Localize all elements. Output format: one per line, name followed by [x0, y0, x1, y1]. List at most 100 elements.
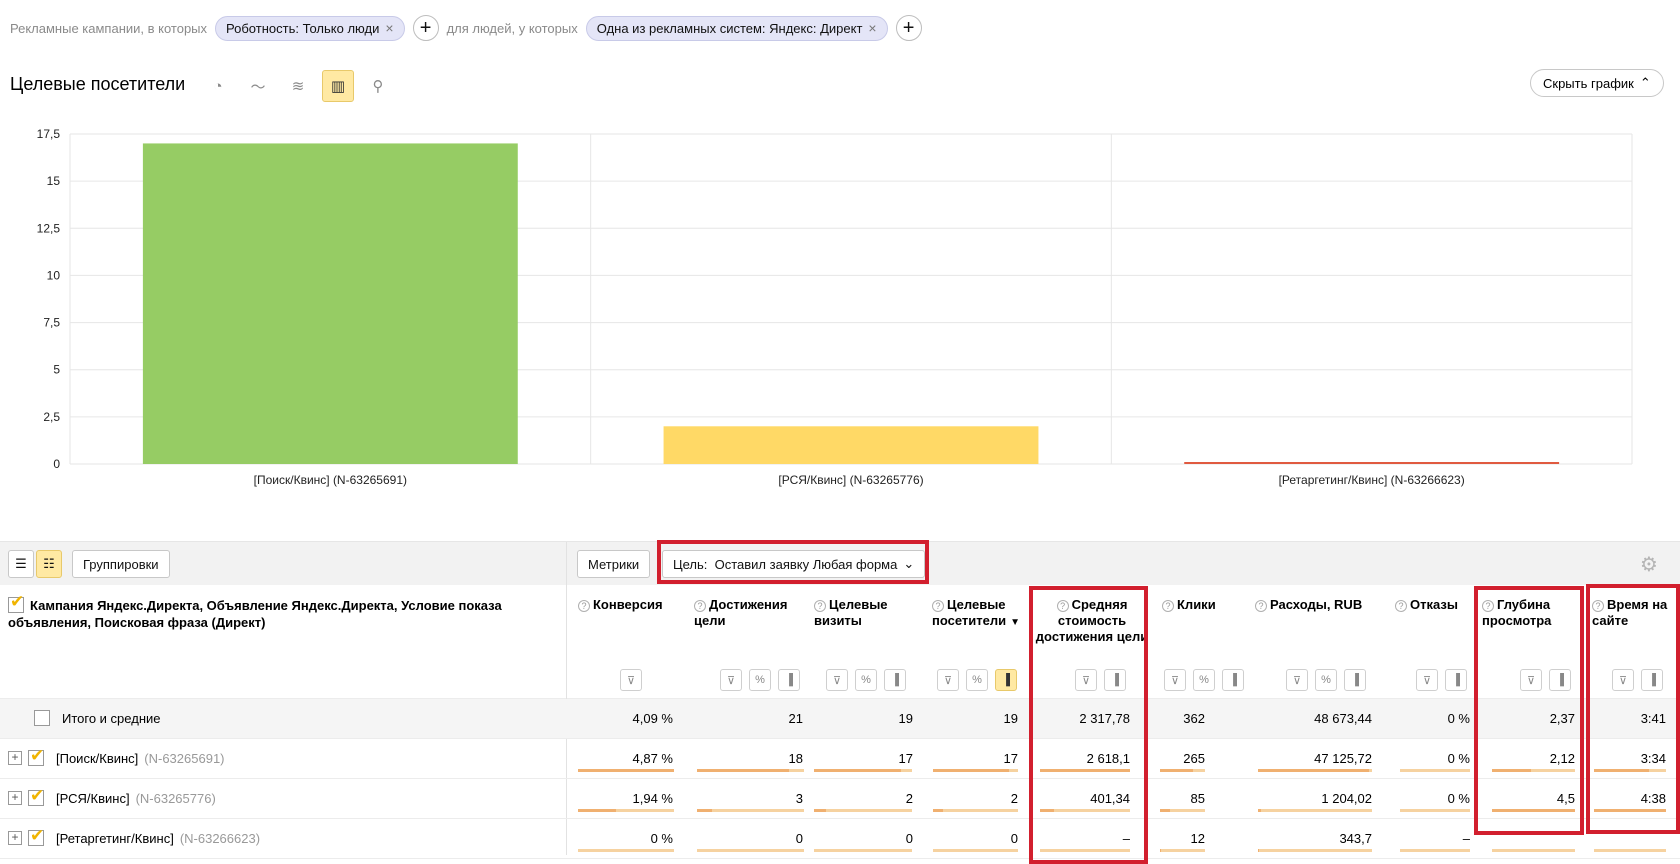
- close-icon[interactable]: ×: [385, 20, 394, 36]
- column-header-label: Целевые визиты: [814, 597, 888, 628]
- filter-chip-robotness[interactable]: Роботность: Только люди ×: [215, 15, 405, 41]
- column-header[interactable]: ? Отказы: [1395, 597, 1505, 613]
- filter-icon[interactable]: ⊽: [1416, 669, 1438, 691]
- column-header[interactable]: ? Расходы, RUB: [1255, 597, 1365, 613]
- help-icon[interactable]: ?: [814, 600, 826, 612]
- help-icon[interactable]: ?: [1255, 600, 1267, 612]
- y-tick-label: 5: [53, 363, 60, 377]
- column-header[interactable]: ? Целевые посетители ▼: [932, 597, 1042, 631]
- sort-desc-icon[interactable]: ▼: [1010, 617, 1021, 628]
- help-icon[interactable]: ?: [694, 600, 706, 612]
- chart-icon[interactable]: ▐: [1222, 669, 1244, 691]
- filter-icon[interactable]: ⊽: [1075, 669, 1097, 691]
- help-icon[interactable]: ?: [1395, 600, 1407, 612]
- bar-chart-icon[interactable]: ▥: [322, 70, 354, 102]
- close-icon[interactable]: ×: [868, 20, 877, 36]
- chart-icon[interactable]: ▐: [995, 669, 1017, 691]
- percent-icon[interactable]: %: [855, 669, 877, 691]
- help-icon[interactable]: ?: [932, 600, 944, 612]
- row-name[interactable]: [Поиск/Квинс]: [56, 750, 139, 766]
- totals-row[interactable]: Итого и средние 4,09 % 21 19 19 2 317,78 362 48…: [0, 699, 1680, 739]
- chart-icon[interactable]: ▐: [884, 669, 906, 691]
- map-icon[interactable]: ⚲: [372, 78, 384, 95]
- column-header-label: Глубина просмотра: [1482, 597, 1552, 628]
- column-header[interactable]: ? Целевые визиты: [814, 597, 924, 629]
- dimension-header: Кампания Яндекс.Директа, Объявление Янде…: [8, 593, 568, 631]
- value-bar-fill: [1258, 849, 1259, 852]
- help-icon[interactable]: ?: [1056, 600, 1069, 612]
- filter-icon[interactable]: ⊽: [1286, 669, 1308, 691]
- cell-value: –: [1122, 831, 1130, 846]
- cell-value: 362: [1183, 711, 1205, 726]
- value-bar-fill: [578, 809, 616, 812]
- cell-value: 3:34: [1640, 751, 1666, 766]
- chart-icon[interactable]: ▐: [778, 669, 800, 691]
- value-bar: [578, 809, 674, 812]
- filter-icon[interactable]: ⊽: [826, 669, 848, 691]
- add-filter-button[interactable]: +: [412, 15, 439, 41]
- chart-icon[interactable]: ▐: [1344, 669, 1366, 691]
- list-view-button[interactable]: ☰: [8, 550, 34, 578]
- tree-view-button[interactable]: ☷: [36, 550, 62, 578]
- line-chart-icon[interactable]: 〜: [250, 78, 266, 96]
- value-bar: [578, 769, 674, 772]
- percent-icon[interactable]: %: [749, 669, 771, 691]
- add-people-filter-button[interactable]: +: [895, 15, 922, 41]
- column-header[interactable]: ? Время на сайте: [1592, 597, 1676, 629]
- cell-value: 4,87 %: [632, 751, 673, 766]
- expand-icon[interactable]: +: [8, 831, 22, 845]
- expand-icon[interactable]: +: [8, 751, 22, 765]
- metrics-button[interactable]: Метрики: [577, 550, 651, 578]
- chart-icon[interactable]: ▐: [1641, 669, 1663, 691]
- value-bar-fill: [933, 769, 1009, 772]
- divider: [566, 542, 567, 586]
- column-header[interactable]: ? Средняя стоимость достижения цели: [1032, 597, 1152, 645]
- column-header[interactable]: ? Глубина просмотра: [1482, 597, 1592, 629]
- filter-icon[interactable]: ⊽: [1164, 669, 1186, 691]
- area-chart-icon[interactable]: ≋: [291, 78, 305, 95]
- row-checkbox[interactable]: [28, 826, 44, 846]
- filter-icon[interactable]: ⊽: [620, 669, 642, 691]
- hide-chart-button[interactable]: Скрыть график ⌃: [1530, 69, 1664, 97]
- row-checkbox[interactable]: [28, 746, 44, 766]
- table-row[interactable]: + [Ретаргетинг/Квинс] (N-63266623) 0 % 0 0 0 – 1…: [0, 819, 1680, 859]
- help-icon[interactable]: ?: [1482, 600, 1494, 612]
- page-title: Целевые посетители: [10, 74, 186, 94]
- pie-chart-icon[interactable]: ◔: [213, 77, 223, 95]
- filter-chip-ad-system[interactable]: Одна из рекламных систем: Яндекс: Директ…: [585, 15, 888, 41]
- bar: [142, 143, 518, 464]
- percent-icon[interactable]: %: [1193, 669, 1215, 691]
- percent-icon[interactable]: %: [1315, 669, 1337, 691]
- value-bar: [1492, 849, 1575, 852]
- help-icon[interactable]: ?: [1162, 600, 1174, 612]
- value-bar-fill: [1594, 769, 1649, 772]
- column-header[interactable]: ? Конверсия: [578, 597, 688, 613]
- expand-icon[interactable]: +: [8, 791, 22, 805]
- help-icon[interactable]: ?: [1592, 600, 1604, 612]
- goal-select[interactable]: Цель: Оставил заявку Любая форма ⌄: [662, 550, 926, 578]
- cell-value: 401,34: [1090, 791, 1130, 806]
- percent-icon[interactable]: %: [966, 669, 988, 691]
- groupings-button[interactable]: Группировки: [72, 550, 170, 578]
- value-bar: [1594, 849, 1666, 852]
- table-row[interactable]: + [Поиск/Квинс] (N-63265691) 4,87 % 18 17 17 2 …: [0, 739, 1680, 779]
- filter-icon[interactable]: ⊽: [720, 669, 742, 691]
- chart-icon[interactable]: ▐: [1104, 669, 1126, 691]
- column-header[interactable]: ? Клики: [1162, 597, 1272, 613]
- cell-value: 0: [795, 831, 803, 846]
- cell-value: 0 %: [650, 831, 673, 846]
- row-checkbox[interactable]: [34, 710, 50, 726]
- select-all-checkbox[interactable]: [8, 593, 24, 613]
- chart-icon[interactable]: ▐: [1445, 669, 1467, 691]
- filter-icon[interactable]: ⊽: [937, 669, 959, 691]
- gear-icon[interactable]: ⚙: [1640, 554, 1658, 576]
- row-name[interactable]: [Ретаргетинг/Квинс]: [56, 830, 174, 846]
- column-header[interactable]: ? Достижения цели: [694, 597, 804, 629]
- row-checkbox[interactable]: [28, 786, 44, 806]
- help-icon[interactable]: ?: [578, 600, 590, 612]
- row-name[interactable]: [РСЯ/Квинс]: [56, 790, 130, 806]
- table-row[interactable]: + [РСЯ/Квинс] (N-63265776) 1,94 % 3 2 2 401,34 8…: [0, 779, 1680, 819]
- filter-icon[interactable]: ⊽: [1520, 669, 1542, 691]
- filter-icon[interactable]: ⊽: [1612, 669, 1634, 691]
- chart-icon[interactable]: ▐: [1549, 669, 1571, 691]
